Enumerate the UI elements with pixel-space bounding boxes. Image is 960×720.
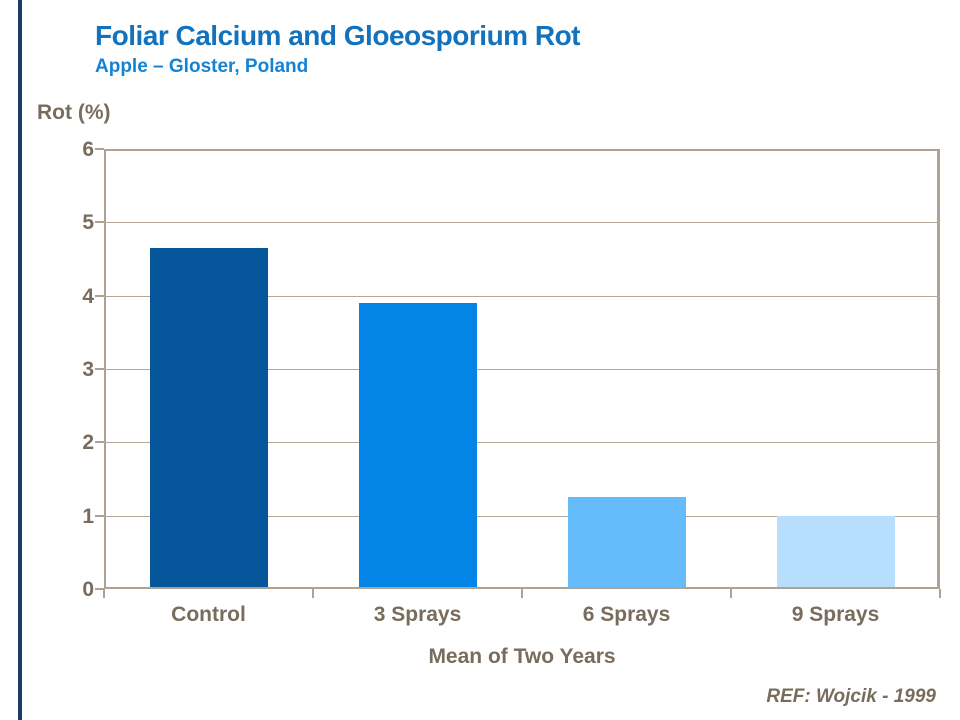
gridline-1: [104, 515, 940, 517]
bar-9-sprays: [776, 515, 895, 587]
gridline-3: [104, 369, 940, 370]
bar-6-sprays: [567, 497, 686, 587]
left-accent-bar: [18, 0, 22, 720]
xtick-label-6-sprays: 6 Sprays: [582, 603, 671, 626]
ytick-label-1: 1: [82, 504, 94, 528]
xtick-mark-4: [939, 589, 941, 598]
xtick-mark-2: [521, 589, 523, 598]
ytick-mark-4: [95, 294, 104, 297]
xtick-mark-1: [312, 589, 314, 598]
ytick-mark-5: [95, 221, 104, 224]
xtick-label-3-sprays: 3 Sprays: [373, 603, 462, 626]
ytick-label-5: 5: [82, 211, 94, 235]
bar-3-sprays: [358, 303, 477, 587]
bar-control: [149, 248, 268, 587]
gridline-4: [104, 295, 940, 297]
ytick-label-2: 2: [82, 431, 94, 455]
x-axis-label: Mean of Two Years: [428, 645, 616, 668]
ytick-label-3: 3: [82, 358, 94, 381]
ytick-mark-6: [95, 148, 104, 150]
gridline-2: [104, 442, 940, 444]
ytick-mark-1: [95, 514, 104, 517]
ytick-mark-2: [95, 441, 104, 444]
ytick-mark-0: [95, 588, 104, 590]
chart-subtitle: Apple – Gloster, Poland: [95, 56, 309, 77]
ytick-mark-3: [95, 368, 104, 370]
xtick-mark-0: [103, 589, 105, 598]
xtick-mark-3: [730, 589, 732, 598]
reference-text: REF: Wojcik - 1999: [766, 686, 936, 707]
ytick-label-6: 6: [82, 138, 94, 161]
ytick-label-4: 4: [82, 284, 94, 308]
xtick-label-9-sprays: 9 Sprays: [791, 603, 880, 626]
xtick-label-control: Control: [171, 603, 246, 626]
ytick-label-0: 0: [82, 578, 94, 601]
gridline-5: [104, 222, 940, 224]
y-axis-label: Rot (%): [37, 101, 111, 124]
chart-title: Foliar Calcium and Gloeosporium Rot: [95, 20, 581, 51]
